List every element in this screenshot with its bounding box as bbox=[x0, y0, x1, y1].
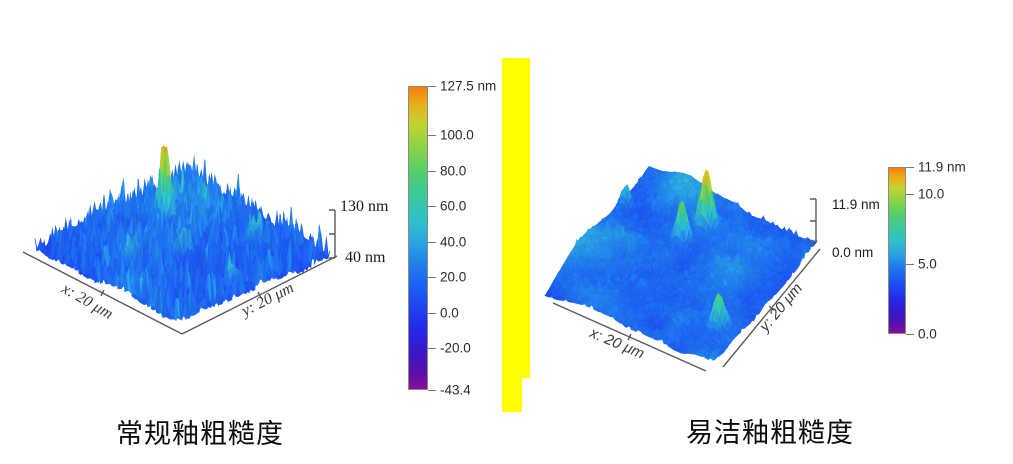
left-axes bbox=[22, 209, 338, 335]
colorbar-tick bbox=[906, 334, 914, 335]
right-colorbar-gradient bbox=[888, 167, 906, 334]
right-axes bbox=[552, 198, 821, 372]
colorbar-tick bbox=[428, 170, 436, 172]
colorbar-tick bbox=[428, 86, 436, 87]
main-colorbar: 127.5 nm 100.0 80.0 60.0 40.0 20.0 0.0 -20.0 -43… bbox=[408, 79, 496, 398]
colorbar-tick-label: 0.0 bbox=[918, 326, 937, 342]
colorbar-tick-label: 0.0 bbox=[440, 305, 459, 321]
colorbar-tick-label: -43.4 bbox=[440, 382, 471, 398]
colorbar-tick bbox=[906, 263, 914, 265]
right-caption: 易洁釉粗糙度 bbox=[686, 418, 854, 448]
right-z-min-label: 0.0 nm bbox=[832, 245, 874, 260]
main-colorbar-gradient bbox=[408, 86, 428, 390]
colorbar-tick bbox=[428, 206, 436, 208]
colorbar-tick bbox=[428, 277, 436, 279]
colorbar-tick-label: -20.0 bbox=[440, 340, 471, 356]
colorbar-tick bbox=[428, 312, 436, 314]
highlight-bar-bottom bbox=[502, 378, 522, 412]
colorbar-tick-label: 80.0 bbox=[440, 163, 467, 178]
right-z-max-label: 11.9 nm bbox=[832, 197, 880, 212]
colorbar-tick-label: 100.0 bbox=[440, 127, 474, 143]
colorbar-tick bbox=[428, 348, 436, 350]
left-z-max-label: 130 nm bbox=[340, 198, 389, 215]
highlight-bar-top bbox=[502, 58, 530, 378]
colorbar-tick bbox=[428, 390, 436, 391]
right-colorbar: 11.9 nm 10.0 5.0 0.0 bbox=[888, 160, 966, 342]
left-caption: 常规釉粗糙度 bbox=[116, 419, 284, 449]
colorbar-tick-label: 60.0 bbox=[440, 198, 467, 214]
colorbar-tick bbox=[428, 241, 436, 243]
left-z-min-label: 40 nm bbox=[345, 249, 386, 266]
colorbar-tick-label: 11.9 nm bbox=[918, 159, 966, 175]
colorbar-tick-label: 40.0 bbox=[440, 234, 467, 250]
left-surface-plot bbox=[10, 130, 360, 360]
colorbar-tick-label: 127.5 nm bbox=[440, 78, 497, 94]
colorbar-tick-label: 5.0 bbox=[918, 256, 937, 272]
right-surface-plot bbox=[530, 135, 840, 385]
colorbar-tick bbox=[428, 134, 436, 136]
colorbar-tick bbox=[906, 193, 914, 195]
colorbar-tick bbox=[906, 167, 914, 168]
colorbar-tick-label: 10.0 bbox=[918, 186, 945, 202]
colorbar-tick-label: 20.0 bbox=[440, 269, 467, 285]
